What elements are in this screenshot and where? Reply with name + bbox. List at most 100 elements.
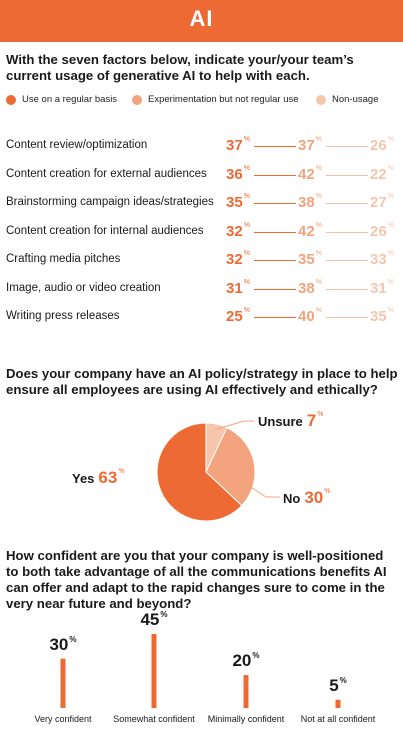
- question-policy: Does your company have an AI policy/stra…: [6, 366, 398, 397]
- value-number: 25: [226, 308, 243, 325]
- pie-leader-unsure: [216, 420, 254, 430]
- percent-unit: %: [387, 307, 394, 314]
- percent-unit: %: [243, 278, 250, 286]
- value-number: 27: [370, 194, 387, 211]
- legend-swatch-non-usage: [316, 94, 326, 105]
- percent-unit: %: [243, 307, 250, 314]
- value-number: 37: [298, 137, 315, 154]
- percent-unit: %: [387, 193, 394, 200]
- row-label-image-audio-video: Image, audio or video creation: [6, 281, 161, 294]
- percent-unit: %: [387, 164, 394, 172]
- value-number: 40: [298, 308, 315, 325]
- table-row: Content creation for internal audiences 3…: [0, 218, 403, 246]
- row-label-press-releases: Writing press releases: [6, 310, 120, 322]
- policy-pie-chart: [156, 420, 280, 522]
- percent-unit: %: [243, 136, 250, 143]
- row-label-media-pitches: Crafting media pitches: [6, 253, 121, 265]
- legend-label-regular: Use on a regular basis: [22, 94, 118, 105]
- row-connector-line: [254, 288, 296, 290]
- percent-unit: %: [243, 221, 250, 229]
- table-row: Content creation for external audiences 3…: [0, 161, 403, 189]
- bar-category-not-at-all-confident: Not at all confident: [300, 714, 376, 724]
- row-connector-line: [326, 260, 368, 261]
- value-regular: 32%: [226, 250, 250, 268]
- value-non-usage: 22%: [370, 164, 394, 183]
- percent-unit: %: [69, 634, 77, 644]
- table-row: Brainstorming campaign ideas/strategies 3…: [0, 189, 403, 217]
- row-connector-line: [326, 288, 368, 290]
- value-number: 37: [226, 137, 243, 154]
- legend-item-experimentation: Experimentation but not regular use: [132, 94, 299, 105]
- bar-category-minimally-confident: Minimally confident: [207, 714, 285, 724]
- question-confidence: How confident are you that your company …: [6, 548, 387, 611]
- value-regular: 31%: [226, 278, 250, 297]
- row-connector-line: [254, 203, 296, 204]
- pie-value-yes-number: 63: [98, 468, 118, 487]
- value-experimentation: 37%: [298, 136, 322, 154]
- bar-minimally-confident: [243, 675, 249, 708]
- percent-unit: %: [315, 164, 322, 172]
- value-experimentation: 40%: [298, 307, 322, 325]
- pie-value-no-number: 30: [304, 488, 324, 507]
- pie-value-yes-unit: %: [118, 468, 125, 475]
- value-non-usage: 33%: [370, 250, 394, 268]
- value-experimentation: 38%: [298, 193, 322, 211]
- value-regular: 25%: [226, 307, 250, 325]
- bar-category-somewhat-confident: Somewhat confident: [113, 714, 195, 724]
- legend-swatch-experimentation: [132, 94, 142, 105]
- percent-unit: %: [315, 193, 322, 200]
- percent-unit: %: [315, 221, 322, 229]
- table-row: Crafting media pitches 32% 35% 33%: [0, 246, 403, 274]
- legend-swatch-regular: [6, 94, 16, 105]
- percent-unit: %: [252, 651, 260, 661]
- row-label-external-content: Content creation for external audiences: [6, 167, 207, 180]
- value-regular: 37%: [226, 136, 250, 154]
- value-experimentation: 42%: [298, 221, 322, 240]
- row-connector-line: [326, 203, 368, 204]
- pie-label-unsure: Unsure 7%: [258, 411, 324, 431]
- table-row: Writing press releases 25% 40% 35%: [0, 303, 403, 331]
- value-experimentation: 42%: [298, 164, 322, 183]
- value-number: 35: [226, 194, 243, 211]
- pie-value-unsure: 7%: [307, 411, 324, 430]
- legend-label-experimentation: Experimentation but not regular use: [148, 94, 299, 105]
- legend-label-non-usage: Non-usage: [332, 94, 379, 105]
- value-number: 31: [226, 279, 243, 297]
- pie-value-unsure-number: 7: [306, 411, 317, 430]
- table-row: Image, audio or video creation 31% 38% 31%: [0, 275, 403, 303]
- value-non-usage: 31%: [370, 278, 394, 297]
- row-connector-line: [254, 146, 296, 147]
- value-number: 36: [226, 165, 243, 183]
- percent-unit: %: [160, 610, 168, 619]
- pie-label-no: No 30%: [283, 488, 331, 508]
- percent-unit: %: [315, 278, 322, 286]
- value-experimentation: 38%: [298, 278, 322, 297]
- value-number: 42: [298, 165, 315, 183]
- percent-unit: %: [339, 675, 347, 685]
- pie-value-unsure-unit: %: [317, 411, 324, 418]
- bar-value-somewhat-confident: 45%: [119, 610, 189, 630]
- row-label-brainstorming: Brainstorming campaign ideas/strategies: [6, 196, 214, 208]
- value-non-usage: 26%: [370, 136, 394, 154]
- pie-label-yes: Yes 63%: [72, 468, 125, 488]
- row-label-internal-content: Content creation for internal audiences: [6, 224, 204, 237]
- value-regular: 32%: [226, 221, 250, 240]
- confidence-bar-chart: [60, 634, 341, 708]
- percent-unit: %: [387, 278, 394, 286]
- percent-unit: %: [387, 136, 394, 143]
- row-connector-line: [326, 231, 368, 233]
- row-connector-line: [254, 231, 296, 233]
- pie-label-unsure-text: Unsure: [258, 414, 303, 429]
- value-experimentation: 35%: [298, 250, 322, 268]
- page-title: AI: [189, 6, 214, 31]
- percent-unit: %: [315, 250, 322, 257]
- row-connector-line: [254, 317, 296, 318]
- value-non-usage: 35%: [370, 307, 394, 325]
- percent-unit: %: [243, 250, 250, 257]
- table-row: Content review/optimization 37% 37% 26%: [0, 132, 403, 160]
- question-usage: With the seven factors below, indicate y…: [6, 52, 354, 83]
- percent-unit: %: [315, 136, 322, 143]
- value-non-usage: 26%: [370, 222, 394, 240]
- pie-slice-no: [205, 426, 256, 507]
- value-number: 26: [370, 222, 387, 240]
